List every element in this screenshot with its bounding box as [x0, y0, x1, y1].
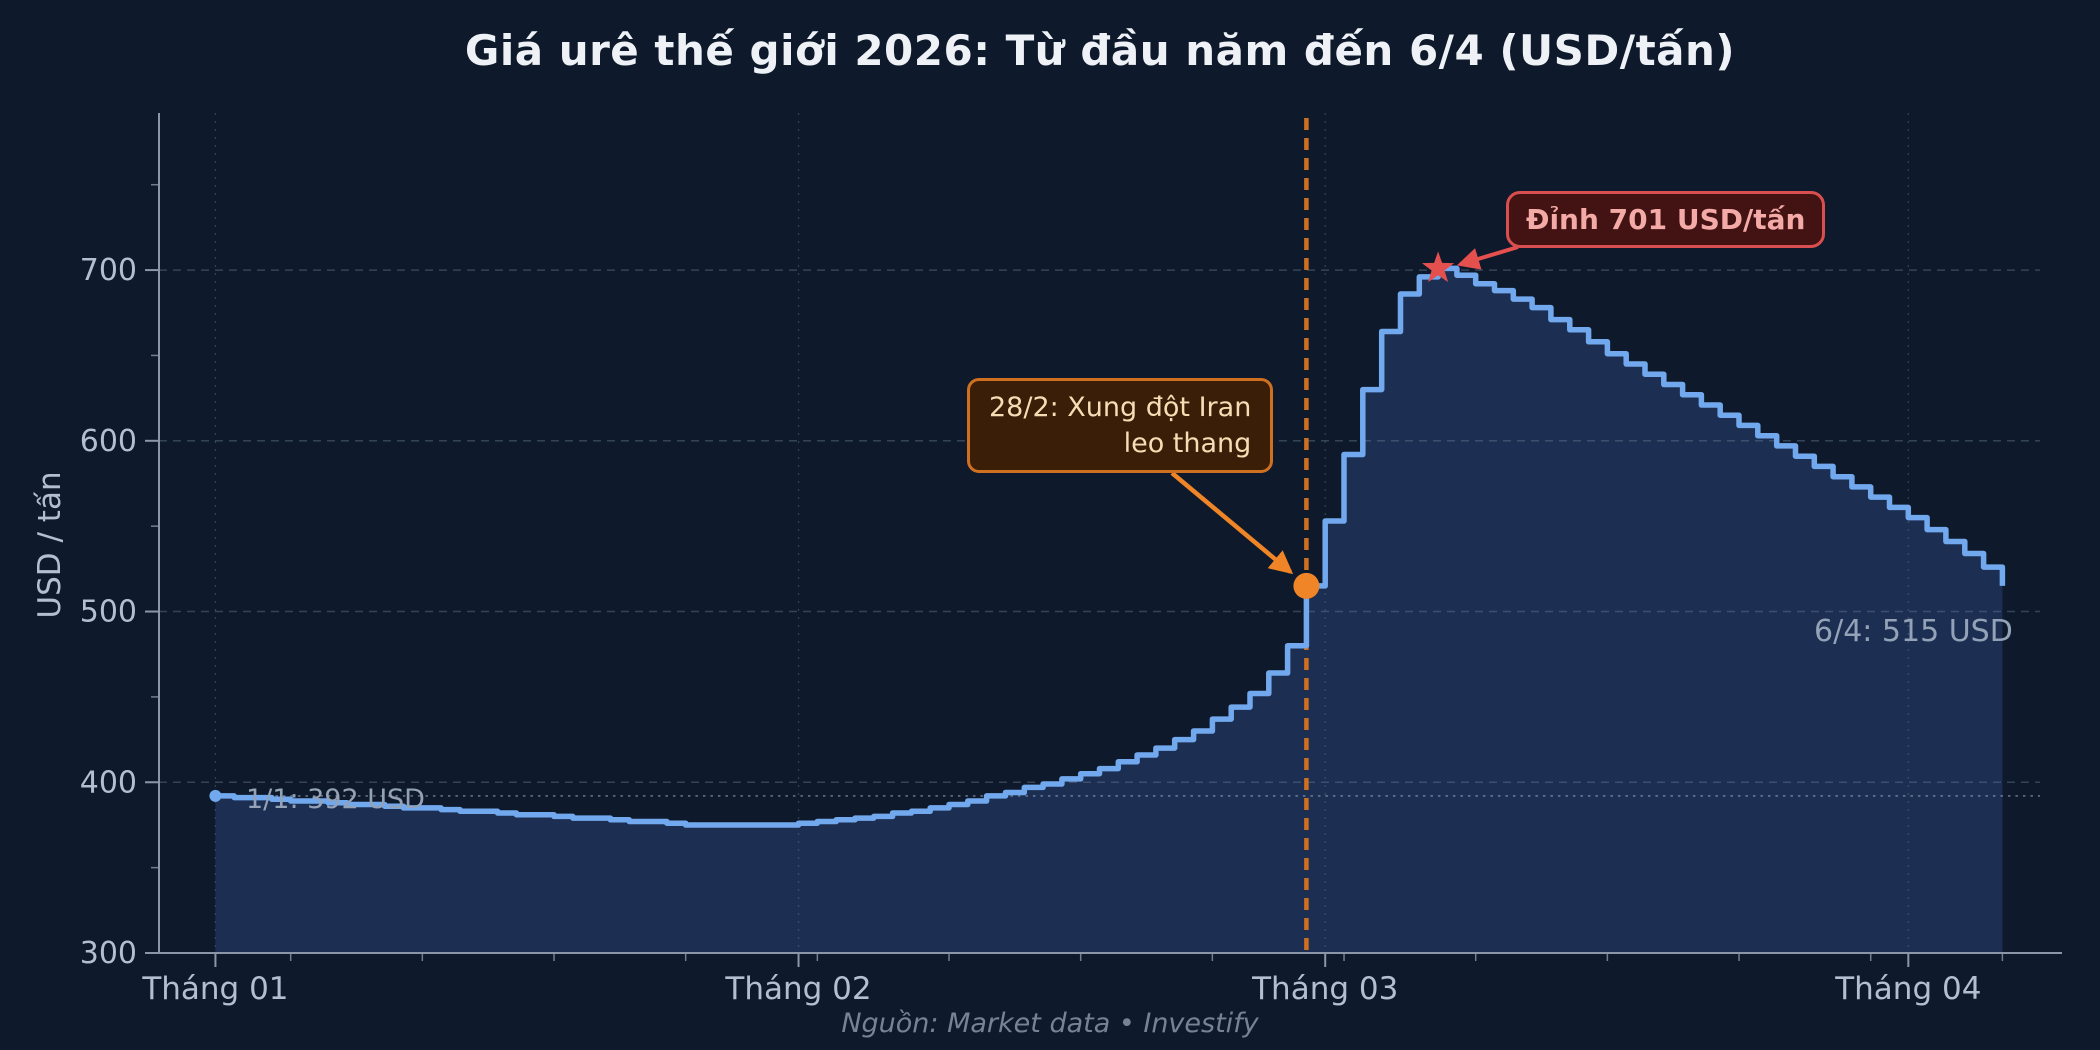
peak-annotation-arrow: [1456, 245, 1519, 270]
peak-annotation-box: Đỉnh 701 USD/tấn: [1506, 191, 1826, 248]
source-caption: Nguồn: Market data • Investify: [841, 1008, 1259, 1039]
event-annotation-line1: 28/2: Xung đột Iran: [989, 392, 1252, 423]
y-tick-label: 600: [80, 424, 137, 459]
x-tick-label: Tháng 01: [141, 971, 288, 1007]
y-tick-label: 500: [80, 595, 137, 630]
price-line: [215, 265, 2006, 828]
x-tick-label: Tháng 03: [1251, 971, 1398, 1007]
event-marker-dot: [1293, 572, 1320, 599]
event-annotation-line2: leo thang: [1123, 427, 1252, 459]
event-annotation-box: 28/2: Xung đột Iran leo thang: [967, 378, 1274, 474]
y-axis-label: USD / tấn: [32, 471, 68, 619]
price-area: [215, 268, 2003, 953]
y-tick-label: 300: [80, 936, 137, 971]
event-annotation-arrow: [1170, 471, 1294, 575]
y-tick-label: 400: [80, 765, 137, 800]
chart-title: Giá urê thế giới 2026: Từ đầu năm đến 6/…: [464, 26, 1736, 75]
end-price-label: 6/4: 515 USD: [1814, 614, 2013, 649]
x-tick-label: Tháng 04: [1834, 971, 1981, 1007]
x-tick-label: Tháng 02: [724, 971, 871, 1007]
start-price-label: 1/1: 392 USD: [246, 784, 425, 815]
peak-star-marker: [1421, 251, 1455, 283]
start-point-marker: [209, 789, 222, 802]
y-tick-label: 700: [80, 253, 137, 288]
